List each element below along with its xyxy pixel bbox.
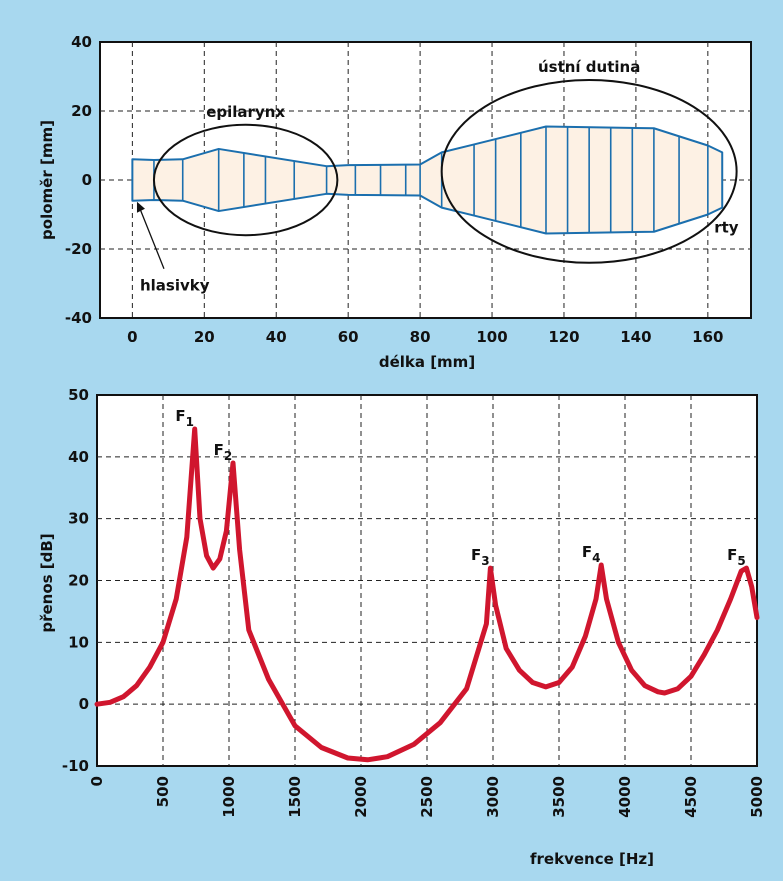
- region-ellipse: [440, 78, 738, 264]
- vocal-tract-shape: [131, 125, 724, 235]
- hlasivky-arrow-head: [136, 201, 145, 213]
- transfer-curve: [94, 426, 760, 763]
- vocal-tract-y-tick-label: -40: [65, 309, 92, 327]
- transfer-x-tick-label: 500: [154, 776, 172, 807]
- vocal-tract-regions: epilarynx ústní dutina: [152, 58, 738, 264]
- vocal-tract-x-tick-label: 140: [620, 328, 651, 346]
- transfer-x-tick-label: 5000: [748, 776, 766, 818]
- vocal-tract-chart: epilarynx ústní dutina hlasivky rty 0 20 40 6…: [38, 33, 752, 371]
- transfer-x-tick-label: 3500: [550, 776, 568, 818]
- transfer-y-tick-label: -10: [62, 757, 89, 775]
- formant-label: F2: [214, 441, 233, 463]
- transfer-y-tick-label: 10: [68, 633, 89, 651]
- formant-label: F1: [175, 407, 194, 429]
- transfer-y-tick-label: 20: [68, 572, 89, 590]
- transfer-x-label: frekvence [Hz]: [530, 850, 654, 868]
- vocal-tract-x-tick-label: 0: [127, 328, 137, 346]
- annotation-label: rty: [714, 219, 739, 237]
- transfer-y-tick-label: 40: [68, 448, 89, 466]
- formant-labels: F1 F2 F3 F4 F5: [175, 407, 745, 568]
- formant-label: F4: [582, 543, 601, 565]
- vocal-tract-x-tick-label: 80: [410, 328, 431, 346]
- vocal-tract-x-tick-label: 60: [338, 328, 359, 346]
- vocal-tract-x-ticks: 0 20 40 60 80 100 120 140 160: [127, 328, 723, 346]
- transfer-y-tick-label: 0: [79, 695, 89, 713]
- hlasivky-arrow-line: [139, 208, 165, 269]
- transfer-x-ticks: 0 500 1000 1500 2000 2500 3000 3500 4000 4500 5000: [88, 776, 766, 818]
- transfer-x-tick-label: 4500: [682, 776, 700, 818]
- region-label: ústní dutina: [538, 58, 640, 76]
- vocal-tract-x-tick-label: 40: [266, 328, 287, 346]
- formant-label: F5: [727, 546, 746, 568]
- transfer-x-tick-label: 2500: [418, 776, 436, 818]
- vocal-tract-x-tick-label: 120: [548, 328, 579, 346]
- transfer-y-tick-label: 50: [68, 386, 89, 404]
- vocal-tract-y-tick-label: -20: [65, 240, 92, 258]
- vocal-tract-x-tick-label: 160: [692, 328, 723, 346]
- transfer-y-tick-label: 30: [68, 510, 89, 528]
- transfer-x-tick-label: 0: [88, 776, 106, 786]
- vocal-tract-y-label: poloměr [mm]: [38, 120, 56, 240]
- vocal-tract-x-label: délka [mm]: [379, 353, 475, 371]
- vocal-tract-y-tick-label: 20: [71, 102, 92, 120]
- vocal-tract-x-tick-label: 100: [476, 328, 507, 346]
- vocal-tract-y-ticks: -40 -20 0 20 40: [65, 33, 92, 327]
- transfer-x-tick-label: 2000: [352, 776, 370, 818]
- annotation-label: hlasivky: [140, 277, 210, 295]
- region-ellipse: [152, 123, 339, 237]
- transfer-x-tick-label: 1500: [286, 776, 304, 818]
- vocal-tract-y-tick-label: 40: [71, 33, 92, 51]
- formant-label: F3: [471, 546, 490, 568]
- transfer-y-ticks: -10 0 10 20 30 40 50: [62, 386, 89, 775]
- transfer-x-tick-label: 4000: [616, 776, 634, 818]
- transfer-y-label: přenos [dB]: [38, 533, 56, 632]
- vocal-tract-x-tick-label: 20: [194, 328, 215, 346]
- transfer-grid: [97, 395, 757, 766]
- vocal-tract-y-tick-label: 0: [82, 171, 92, 189]
- vocal-tract-annotations: hlasivky rty: [136, 201, 739, 295]
- transfer-x-tick-label: 1000: [220, 776, 238, 818]
- transfer-x-tick-label: 3000: [484, 776, 502, 818]
- region-label: epilarynx: [206, 103, 285, 121]
